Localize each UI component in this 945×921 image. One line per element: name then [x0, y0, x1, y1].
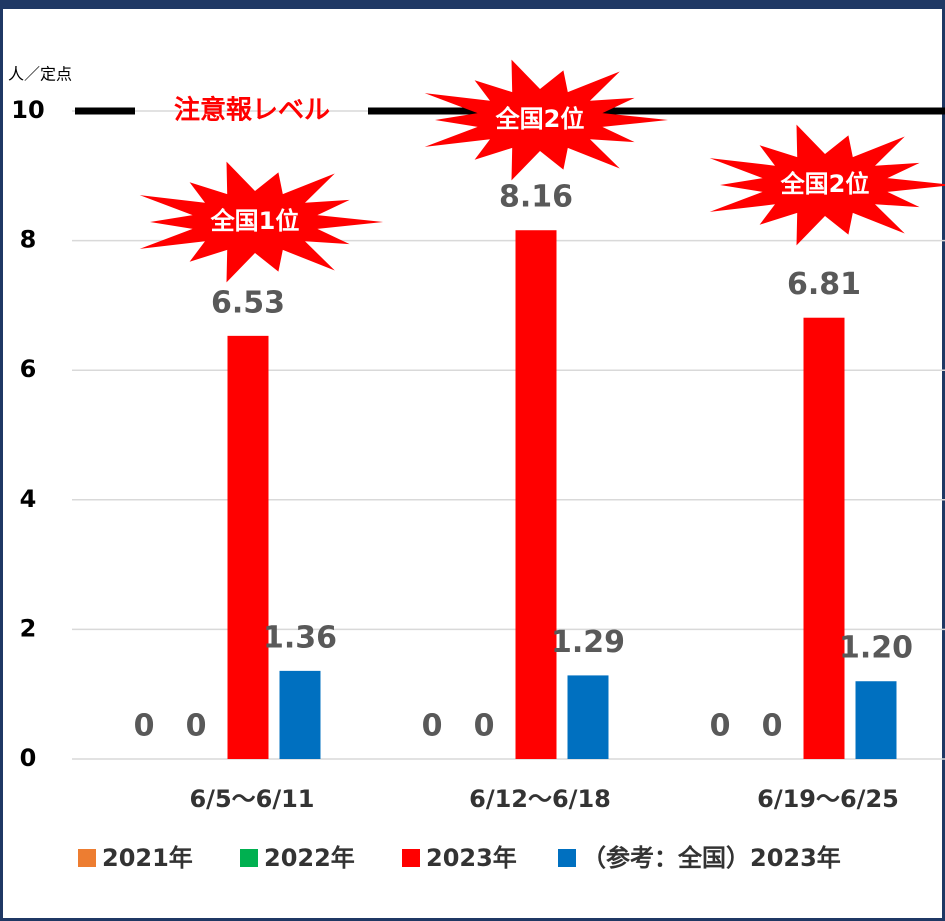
- data-label: 1.29: [551, 625, 625, 660]
- unit-label: 人／定点: [8, 65, 72, 84]
- starburst: [424, 59, 668, 181]
- y-tick-label: 6: [20, 355, 37, 383]
- legend-swatch: [240, 849, 258, 867]
- data-label: 0: [762, 709, 783, 744]
- x-tick-label: 6/19〜6/25: [757, 785, 899, 813]
- rank-annotation: 全国2位: [495, 105, 585, 133]
- legend-label: 2022年: [264, 844, 355, 872]
- top-band: [0, 0, 945, 9]
- data-label: 1.20: [839, 631, 913, 666]
- legend-label: 2023年: [426, 844, 517, 872]
- starburst: [709, 124, 945, 246]
- data-label: 1.36: [263, 620, 337, 655]
- data-label: 8.16: [499, 180, 573, 215]
- x-tick-label: 6/12〜6/18: [469, 785, 611, 813]
- data-label: 0: [422, 709, 443, 744]
- legend-swatch: [402, 849, 420, 867]
- bar: [227, 335, 269, 759]
- threshold-label: 注意報レベル: [174, 95, 330, 126]
- data-label: 0: [134, 709, 155, 744]
- legend-label: 2021年: [102, 844, 193, 872]
- bar: [567, 675, 609, 759]
- y-tick-label: 0: [20, 744, 37, 772]
- rank-annotation: 全国1位: [210, 207, 300, 235]
- y-tick-label: 2: [20, 614, 37, 642]
- legend-label: （参考：全国）2023年: [582, 844, 841, 872]
- bar: [855, 681, 897, 759]
- starburst: [139, 161, 383, 283]
- y-tick-label: 4: [20, 485, 37, 513]
- data-label: 6.53: [211, 285, 285, 320]
- y-tick-label: 10: [11, 96, 44, 124]
- bar: [279, 670, 321, 759]
- data-label: 0: [710, 709, 731, 744]
- data-label: 0: [186, 709, 207, 744]
- bar: [803, 317, 845, 759]
- data-label: 0: [474, 709, 495, 744]
- bar: [515, 230, 557, 759]
- rank-annotation: 全国2位: [780, 170, 870, 198]
- data-label: 6.81: [787, 267, 861, 302]
- legend-swatch: [558, 849, 576, 867]
- x-tick-label: 6/5〜6/11: [189, 785, 314, 813]
- y-tick-label: 8: [20, 226, 37, 254]
- legend-swatch: [78, 849, 96, 867]
